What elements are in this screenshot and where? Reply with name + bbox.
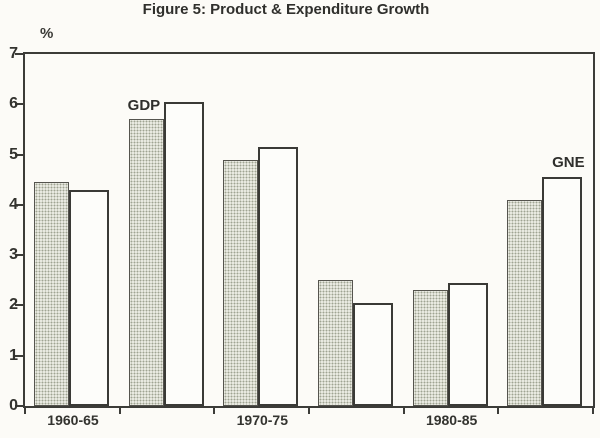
y-tick-mark	[15, 53, 23, 55]
bar-gdp-stippled	[128, 119, 164, 406]
y-tick-mark	[15, 304, 23, 307]
bar-gdp-stippled	[318, 280, 353, 406]
x-tick-mark	[118, 406, 121, 414]
series-label-gdp: GDP	[127, 97, 161, 115]
x-tick-mark	[308, 406, 310, 414]
y-tick-label: 3	[9, 246, 18, 264]
x-tick-label: 1960-65	[47, 412, 99, 428]
y-tick-label: 6	[9, 95, 18, 113]
series-label-gne: GNE	[552, 154, 585, 172]
x-tick-mark	[213, 406, 216, 414]
bar-gdp-stippled	[34, 182, 69, 406]
x-tick-mark	[402, 406, 405, 414]
bar-gne-white	[447, 282, 488, 406]
y-tick-mark	[15, 103, 23, 106]
bar-gne-white	[353, 302, 393, 406]
x-tick-label: 1980-85	[425, 412, 478, 428]
bar-gne-white	[163, 101, 204, 406]
y-tick-mark	[15, 203, 23, 206]
x-tick-mark	[592, 406, 594, 414]
y-tick-label: 2	[9, 296, 18, 314]
y-tick-mark	[15, 405, 23, 407]
y-tick-label: 0	[9, 397, 18, 414]
y-tick-label: 4	[9, 195, 18, 213]
y-tick-label: 7	[9, 45, 18, 62]
y-tick-mark	[15, 254, 23, 257]
x-tick-label: 1970-75	[236, 412, 289, 428]
y-tick-mark	[15, 354, 23, 357]
bar-gdp-stippled	[223, 159, 259, 406]
y-axis-unit-label: %	[40, 25, 54, 42]
plot-area	[23, 52, 595, 408]
bar-gdp-stippled	[412, 290, 448, 406]
y-tick-label: 5	[9, 145, 18, 163]
x-tick-mark	[24, 406, 26, 414]
bar-gne-white	[69, 189, 109, 406]
x-tick-mark	[497, 406, 500, 414]
y-tick-mark	[15, 153, 23, 156]
bar-gdp-stippled	[507, 199, 543, 406]
y-tick-label: 1	[9, 346, 18, 364]
bar-gne-white	[258, 147, 299, 406]
bar-gne-white	[542, 177, 583, 406]
chart-title: Figure 5: Product & Expenditure Growth	[142, 1, 430, 18]
